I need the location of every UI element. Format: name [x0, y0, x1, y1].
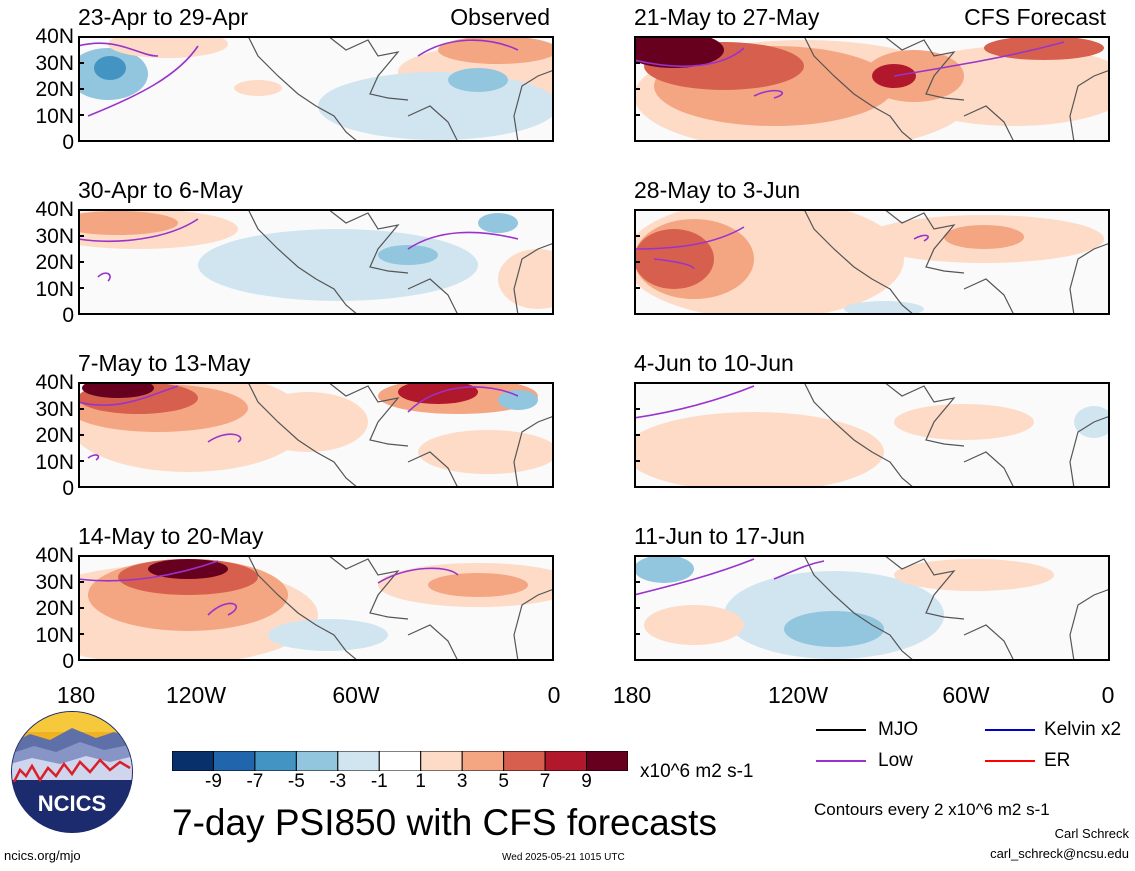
colorbar-tick-label: 3 [456, 771, 468, 792]
colorbar-tick-label: -1 [370, 771, 388, 792]
colorbar-swatch [295, 751, 339, 771]
legend-label-er: ER [1044, 750, 1071, 771]
lon-label-180: 180 [56, 682, 96, 708]
legend-label-low: Low [878, 750, 913, 771]
lon-label-120w: 120W [767, 682, 829, 708]
legend-label-kelvin: Kelvin x2 [1044, 719, 1122, 740]
timestamp: Wed 2025-05-21 1015 UTC [502, 852, 625, 863]
legend-label-mjo: MJO [878, 719, 919, 740]
contour-note: Contours every 2 x10^6 m2 s-1 [814, 800, 1050, 819]
colorbar-tick-label: 5 [498, 771, 509, 792]
lat-label: 20N [35, 251, 74, 274]
map-panel [634, 382, 1110, 488]
panel-tag: CFS Forecast [964, 4, 1106, 30]
ncics-logo: NCICS [10, 710, 134, 834]
lat-label: 10N [35, 450, 74, 474]
colorbar-tick-label: 1 [415, 771, 426, 792]
map-panel [634, 555, 1110, 661]
lat-label: 30N [35, 570, 74, 594]
colorbar-tick-label: 7 [539, 771, 551, 792]
lat-label: 10N [35, 277, 74, 301]
colorbar-swatch [254, 751, 297, 771]
lat-label: 40N [35, 371, 74, 394]
lat-label: 40N [35, 25, 74, 48]
lon-label-180: 180 [612, 682, 652, 708]
colorbar-swatch [378, 751, 422, 771]
colorbar-swatch [544, 751, 588, 771]
lat-label: 0 [62, 304, 74, 327]
lat-label: 40N [35, 544, 74, 567]
panel-title: 28-May to 3-Jun [634, 177, 801, 203]
lon-label-60w: 60W [332, 682, 380, 708]
lat-label: 20N [35, 424, 74, 447]
lat-label: 0 [62, 650, 74, 673]
panel-title: 30-Apr to 6-May [78, 177, 243, 203]
logo-text: NCICS [38, 791, 106, 816]
colorbar-units: x10^6 m2 s-1 [640, 761, 754, 782]
map-panel [78, 555, 554, 661]
lat-label: 10N [35, 104, 74, 128]
colorbar [172, 751, 628, 771]
colorbar-swatch [337, 751, 380, 771]
colorbar-tick-label: -7 [246, 771, 264, 792]
lat-label: 20N [35, 597, 74, 620]
legend-line-kelvin [985, 729, 1035, 731]
lon-label-0: 0 [1101, 682, 1115, 708]
lat-label: 20N [35, 78, 74, 101]
lat-label: 40N [35, 198, 74, 221]
map-panel [78, 36, 554, 142]
lat-label: 30N [35, 224, 74, 248]
panel-title: 23-Apr to 29-Apr [78, 4, 249, 30]
lat-label: 30N [35, 51, 74, 75]
colorbar-tick-label: 9 [581, 771, 592, 792]
colorbar-swatch [172, 751, 214, 771]
lon-label-120w: 120W [165, 682, 227, 708]
lat-label: 30N [35, 397, 74, 421]
colorbar-tick-label: -3 [329, 771, 347, 792]
author: Carl Schreck [1054, 826, 1129, 841]
panel-title: 21-May to 27-May [634, 4, 820, 30]
legend-line-low [816, 760, 866, 762]
lat-label: 0 [62, 477, 74, 500]
colorbar-swatch [212, 751, 256, 771]
lon-label-0: 0 [547, 682, 561, 708]
main-title: 7-day PSI850 with CFS forecasts [172, 802, 717, 843]
email: carl_schreck@ncsu.edu [990, 846, 1129, 861]
panel-tag: Observed [450, 4, 550, 30]
colorbar-swatch [461, 751, 505, 771]
colorbar-tick-label: -9 [205, 771, 222, 792]
site-url: ncics.org/mjo [4, 848, 81, 863]
panel-title: 14-May to 20-May [78, 523, 264, 549]
legend-line-er [985, 760, 1035, 762]
colorbar-swatch [586, 751, 628, 771]
colorbar-swatch [503, 751, 546, 771]
map-panel [78, 209, 554, 315]
lat-label: 10N [35, 623, 74, 647]
map-panel [634, 209, 1110, 315]
panel-title: 7-May to 13-May [78, 350, 251, 376]
panel-title: 4-Jun to 10-Jun [634, 350, 794, 376]
lat-label: 0 [62, 131, 74, 154]
map-panel [634, 36, 1110, 142]
colorbar-tick-label: -5 [287, 771, 305, 792]
legend-line-mjo [816, 729, 866, 731]
panel-title: 11-Jun to 17-Jun [634, 523, 805, 549]
colorbar-swatch [420, 751, 463, 771]
map-panel [78, 382, 554, 488]
lon-label-60w: 60W [942, 682, 990, 708]
